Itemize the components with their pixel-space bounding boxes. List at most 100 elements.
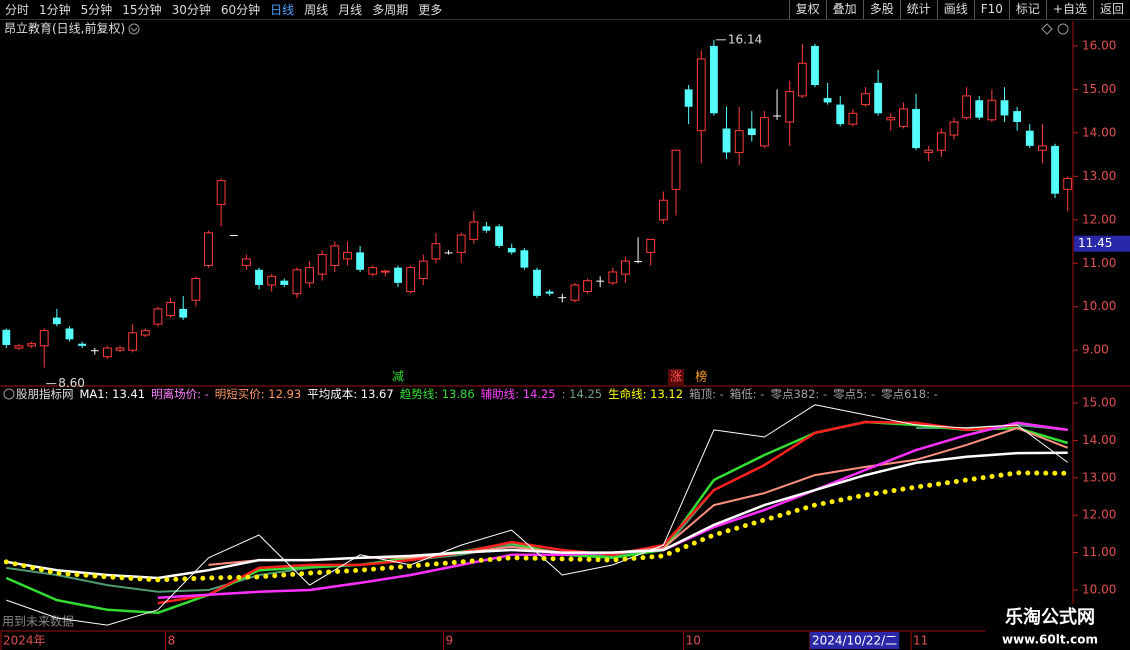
period-tab[interactable]: 5分钟 bbox=[80, 3, 113, 17]
y-tick-label: 10.00 bbox=[1082, 299, 1116, 313]
candle-body bbox=[734, 130, 744, 153]
legend-name: 零点382 bbox=[770, 386, 822, 402]
legend-name: MA1 bbox=[80, 387, 113, 401]
period-tab[interactable]: 多周期 bbox=[372, 3, 409, 17]
candle-body bbox=[280, 280, 289, 286]
candle-body bbox=[292, 269, 302, 295]
period-tab[interactable]: 日线 bbox=[270, 3, 295, 17]
tool-button[interactable]: 返回 bbox=[1092, 0, 1130, 19]
dropdown-icon[interactable] bbox=[3, 388, 15, 400]
candle-body bbox=[886, 117, 896, 121]
candle-body bbox=[936, 132, 946, 151]
candle-body bbox=[874, 82, 883, 114]
period-tab[interactable]: 60分钟 bbox=[220, 3, 261, 17]
toolbar: 分时 1分钟 5分钟 15分钟 30分钟 60分钟 日线 周线 月线 多周期 更多 复权 叠加 多股 统计… bbox=[0, 0, 1130, 20]
candle-body bbox=[1000, 100, 1009, 116]
candle-body bbox=[520, 250, 529, 268]
candle-body bbox=[507, 248, 516, 253]
tool-button[interactable]: 画线 bbox=[936, 0, 974, 19]
tool-button[interactable]: 复权 bbox=[788, 0, 826, 19]
candle-body bbox=[608, 271, 618, 284]
candle-body bbox=[747, 128, 756, 136]
x-tick-label: 8 bbox=[168, 634, 176, 648]
candle-body bbox=[658, 199, 668, 221]
legend-value: - bbox=[719, 387, 724, 401]
dropdown-icon[interactable] bbox=[128, 23, 140, 35]
tool-button[interactable]: 多股 bbox=[862, 0, 900, 19]
tool-button[interactable]: 标记 bbox=[1008, 0, 1046, 19]
indicator-line bbox=[3, 470, 1071, 583]
period-tab[interactable]: 更多 bbox=[418, 3, 443, 17]
candle-body bbox=[621, 260, 630, 275]
period-tab[interactable]: 月线 bbox=[338, 3, 363, 17]
legend-value: - bbox=[204, 387, 209, 401]
period-tabs: 分时 1分钟 5分钟 15分钟 30分钟 60分钟 日线 周线 月线 多周期 更多 bbox=[0, 0, 447, 19]
watermark-url: www.60lt.com bbox=[1002, 633, 1098, 647]
candle-body bbox=[406, 267, 416, 293]
y-tick-label: 12.00 bbox=[1082, 212, 1116, 226]
candle-body bbox=[191, 277, 201, 301]
period-tab[interactable]: 周线 bbox=[304, 3, 329, 17]
tool-button[interactable]: +自选 bbox=[1045, 0, 1093, 19]
candle-body bbox=[27, 343, 37, 347]
legend-value: 12.93 bbox=[268, 387, 302, 401]
tool-button[interactable]: 叠加 bbox=[825, 0, 863, 19]
y-tick-label: 14.00 bbox=[1082, 433, 1116, 447]
x-tick-label: 2024年 bbox=[3, 634, 46, 648]
tool-button[interactable]: F10 bbox=[973, 0, 1009, 19]
candle-body bbox=[255, 269, 263, 286]
x-tick-label: 11 bbox=[913, 634, 928, 648]
candle-body bbox=[962, 95, 972, 119]
candle-body bbox=[343, 251, 352, 260]
signal: 榜 bbox=[695, 369, 707, 384]
annotation: 16.14 bbox=[728, 32, 762, 46]
candle-body bbox=[482, 226, 491, 231]
candle-body bbox=[102, 347, 112, 358]
period-tab[interactable]: 15分钟 bbox=[122, 3, 162, 17]
candle-body bbox=[1037, 145, 1047, 151]
candle-body bbox=[179, 308, 188, 318]
y-tick-label: 16.00 bbox=[1082, 38, 1116, 52]
candle-body bbox=[115, 347, 125, 351]
legend-name: 零点618 bbox=[881, 386, 933, 402]
candle-body bbox=[773, 115, 781, 117]
candle-body bbox=[987, 99, 997, 121]
legend-name: 明短买价 bbox=[215, 386, 269, 402]
candle-body bbox=[785, 91, 795, 123]
candle-body bbox=[760, 117, 769, 147]
legend-value: 13.41 bbox=[112, 387, 146, 401]
candle-body bbox=[924, 149, 934, 153]
cursor-date-box bbox=[809, 632, 900, 649]
y-tick-label: 14.00 bbox=[1082, 125, 1116, 139]
y-tick-label: 12.00 bbox=[1082, 508, 1116, 522]
period-tab[interactable]: 30分钟 bbox=[171, 3, 211, 17]
tool-buttons: 复权 叠加 多股 统计 画线 F10 标记 +自选 返回 bbox=[788, 0, 1130, 19]
candle-body bbox=[444, 252, 453, 254]
candle-body bbox=[305, 267, 314, 284]
candle-body bbox=[166, 301, 175, 316]
signal: 减 bbox=[392, 370, 404, 384]
indicator-legend: 股朋指标网 MA113.41明离场价-明短买价12.93平均成本13.67趋势线… bbox=[4, 386, 938, 402]
candle-body bbox=[456, 234, 466, 253]
candle-body bbox=[1025, 130, 1034, 146]
period-tab[interactable]: 1分钟 bbox=[39, 3, 71, 17]
candle-body bbox=[558, 297, 567, 299]
candle-body bbox=[861, 93, 870, 106]
legend-name: 生命线 bbox=[608, 386, 650, 402]
settings-icon[interactable] bbox=[1057, 23, 1069, 35]
candle-body bbox=[1063, 178, 1073, 190]
signal: 涨 bbox=[670, 369, 682, 384]
period-tab[interactable]: 分时 bbox=[5, 3, 30, 17]
legend-value: 14.25 bbox=[522, 387, 556, 401]
candle-body bbox=[418, 260, 428, 279]
candle-body bbox=[1051, 145, 1059, 194]
candle-body bbox=[912, 108, 920, 149]
candle-body bbox=[975, 100, 984, 118]
tool-button[interactable]: 统计 bbox=[899, 0, 937, 19]
diamond-icon[interactable] bbox=[1041, 23, 1053, 35]
candle-body bbox=[646, 238, 656, 253]
legend-name: 箱顶 bbox=[689, 386, 720, 402]
legend-name: 辅助线 bbox=[481, 386, 523, 402]
candle-body bbox=[797, 62, 807, 97]
